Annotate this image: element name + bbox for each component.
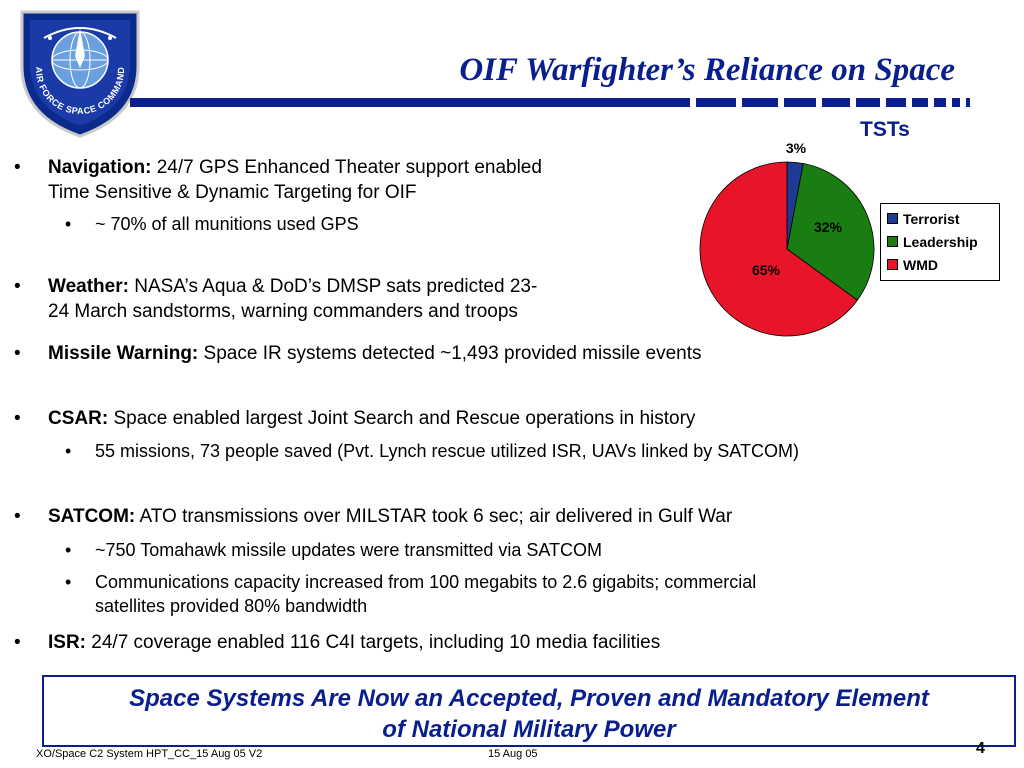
legend-label: Leadership xyxy=(903,234,978,250)
bullet-lead: Weather: xyxy=(48,276,129,297)
data-label-leadership: 32% xyxy=(814,219,843,235)
bullet-lead: CSAR: xyxy=(48,408,109,429)
bullet-text: ~ 70% of all munitions used GPS xyxy=(95,214,359,234)
page-title: OIF Warfighter’s Reliance on Space xyxy=(459,52,955,88)
bullet-lead: Navigation: xyxy=(48,157,152,178)
legend-label: WMD xyxy=(903,257,938,273)
legend-swatch xyxy=(887,236,898,247)
bullet-satcom: • SATCOM: ATO transmissions over MILSTAR… xyxy=(14,504,948,529)
subbullet-tomahawk: • ~750 Tomahawk missile updates were tra… xyxy=(65,538,995,562)
bullet-dot: • xyxy=(14,506,21,527)
pie-slice-wmd xyxy=(699,161,858,337)
chart-legend: Terrorist Leadership WMD xyxy=(880,203,1000,281)
subbullet-missions: • 55 missions, 73 people saved (Pvt. Lyn… xyxy=(65,439,1010,463)
bullet-text: ~750 Tomahawk missile updates were trans… xyxy=(95,540,603,560)
bullet-text: Space IR systems detected ~1,493 provide… xyxy=(198,343,702,364)
data-label-terrorist: 3% xyxy=(786,140,807,156)
bullet-dot: • xyxy=(65,441,72,461)
bullet-missile-warning: • Missile Warning: Space IR systems dete… xyxy=(14,341,948,366)
air-force-space-command-emblem-icon: AIR FORCE SPACE COMMAND xyxy=(20,10,140,138)
bullet-text: Communications capacity increased from 1… xyxy=(95,572,757,592)
bullet-dot: • xyxy=(14,408,21,429)
pie-chart: 3% 32% 65% xyxy=(699,140,875,337)
bullet-dot: • xyxy=(14,157,21,178)
page-number: 4 xyxy=(976,740,985,757)
bullet-text: Space enabled largest Joint Search and R… xyxy=(108,408,696,429)
bullet-text: 24/7 coverage enabled 116 C4I targets, i… xyxy=(86,632,661,653)
conclusion-banner: Space Systems Are Now an Accepted, Prove… xyxy=(42,675,1016,747)
bullet-navigation: • Navigation: 24/7 GPS Enhanced Theater … xyxy=(14,155,648,205)
bullet-text: ATO transmissions over MILSTAR took 6 se… xyxy=(135,506,733,527)
data-label-wmd: 65% xyxy=(752,262,781,278)
bullet-text: NASA’s Aqua & DoD’s DMSP sats predicted … xyxy=(128,276,538,297)
bullet-dot: • xyxy=(65,540,72,560)
bullet-lead: ISR: xyxy=(48,632,86,653)
bullet-lead: Missile Warning: xyxy=(48,343,199,364)
legend-item-leadership: Leadership xyxy=(887,232,978,252)
legend-label: Terrorist xyxy=(903,211,960,227)
bullet-text: 24/7 GPS Enhanced Theater support enable… xyxy=(151,157,542,178)
title-underline xyxy=(130,96,1010,109)
bullet-text: satellites provided 80% bandwidth xyxy=(95,596,368,616)
bullet-text: 24 March sandstorms, warning commanders … xyxy=(48,301,518,322)
bullet-dot: • xyxy=(65,572,72,592)
legend-swatch xyxy=(887,213,898,224)
footer-date: 15 Aug 05 xyxy=(488,748,538,760)
bullet-isr: • ISR: 24/7 coverage enabled 116 C4I tar… xyxy=(14,630,948,655)
subbullet-munitions: • ~ 70% of all munitions used GPS xyxy=(65,212,655,236)
legend-item-terrorist: Terrorist xyxy=(887,209,960,229)
bullet-csar: • CSAR: Space enabled largest Joint Sear… xyxy=(14,406,948,431)
bullet-dot: • xyxy=(14,343,21,364)
legend-item-wmd: WMD xyxy=(887,255,938,275)
banner-line: Space Systems Are Now an Accepted, Prove… xyxy=(129,685,929,712)
chart-title: TSTs xyxy=(860,118,910,141)
legend-swatch xyxy=(887,259,898,270)
banner-line: of National Military Power xyxy=(382,716,676,743)
bullet-text: Time Sensitive & Dynamic Targeting for O… xyxy=(48,182,417,203)
bullet-dot: • xyxy=(14,632,21,653)
bullet-weather: • Weather: NASA’s Aqua & DoD’s DMSP sats… xyxy=(14,274,668,324)
footer-document-id: XO/Space C2 System HPT_CC_15 Aug 05 V2 xyxy=(36,748,263,760)
bullet-dot: • xyxy=(14,276,21,297)
bullet-lead: SATCOM: xyxy=(48,506,136,527)
pie-slice-leadership xyxy=(786,163,875,301)
bullet-dot: • xyxy=(65,214,72,234)
subbullet-communications: • Communications capacity increased from… xyxy=(65,570,995,618)
bullet-list: • Navigation: 24/7 GPS Enhanced Theater … xyxy=(14,155,1010,655)
bullet-text: 55 missions, 73 people saved (Pvt. Lynch… xyxy=(95,441,799,461)
